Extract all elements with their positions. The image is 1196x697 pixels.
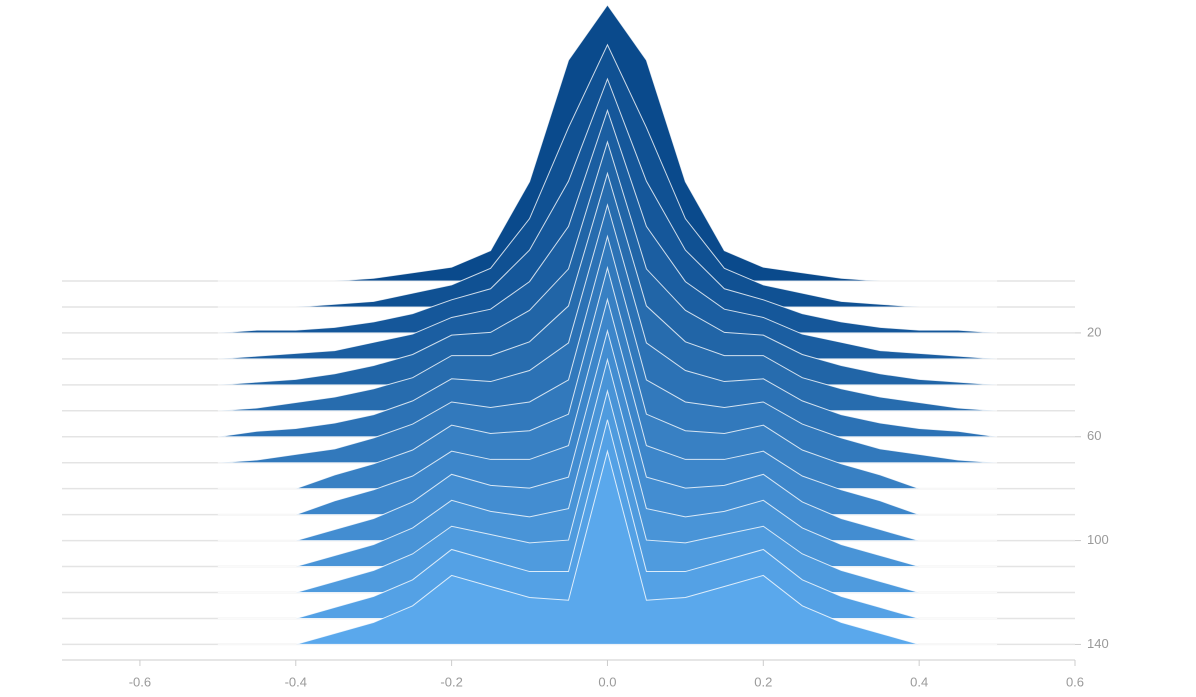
ridge-area bbox=[217, 449, 998, 645]
x-tick-label: -0.6 bbox=[129, 674, 151, 689]
x-tick-label: -0.4 bbox=[285, 674, 307, 689]
y-tick-label: 140 bbox=[1087, 636, 1109, 651]
y-tick-label: 60 bbox=[1087, 428, 1101, 443]
y-tick-label: 100 bbox=[1087, 532, 1109, 547]
x-tick-label: 0.6 bbox=[1066, 674, 1084, 689]
x-tick-label: 0.4 bbox=[910, 674, 928, 689]
x-tick-label: 0.2 bbox=[754, 674, 772, 689]
y-tick-label: 20 bbox=[1087, 324, 1101, 339]
x-tick-label: -0.2 bbox=[440, 674, 462, 689]
x-tick-label: 0.0 bbox=[598, 674, 616, 689]
